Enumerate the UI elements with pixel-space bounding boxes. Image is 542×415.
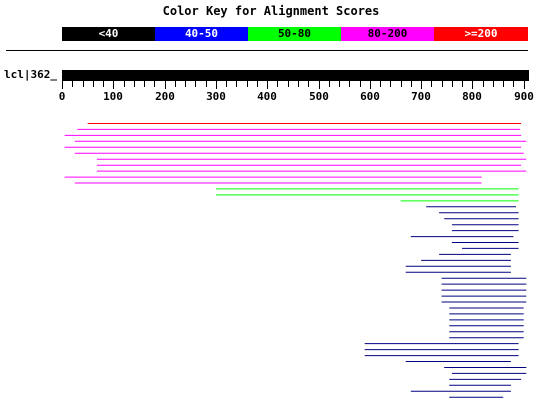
axis-tick — [83, 81, 84, 87]
axis-tick — [185, 81, 186, 87]
axis-tick — [206, 81, 207, 87]
color-key-lt40: <40 — [62, 27, 155, 41]
axis-tick — [349, 81, 350, 87]
axis-tick — [462, 81, 463, 87]
color-key-ge200: >=200 — [434, 27, 528, 41]
color-key-40-50: 40-50 — [155, 27, 248, 41]
color-key-label: 80-200 — [367, 27, 408, 40]
axis-tick — [503, 81, 504, 87]
axis-tick — [483, 81, 484, 87]
axis-tick — [62, 81, 63, 89]
axis-tick — [247, 81, 248, 87]
query-bar[interactable] — [62, 70, 529, 81]
axis-tick — [144, 81, 145, 87]
axis-tick — [93, 81, 94, 87]
separator-line — [6, 50, 528, 51]
axis-tick — [472, 81, 473, 89]
axis-tick — [442, 81, 443, 87]
axis-tick — [134, 81, 135, 87]
axis-tick-label: 100 — [103, 90, 123, 103]
axis-tick-label: 900 — [514, 90, 534, 103]
axis-tick — [370, 81, 371, 89]
axis-tick — [195, 81, 196, 87]
axis-tick — [103, 81, 104, 87]
axis-tick-label: 300 — [206, 90, 226, 103]
axis-tick — [308, 81, 309, 87]
color-key-label: <40 — [98, 27, 119, 40]
axis-tick-label: 600 — [360, 90, 380, 103]
axis-tick — [175, 81, 176, 87]
axis-tick-label: 500 — [309, 90, 329, 103]
axis-tick — [513, 81, 514, 87]
query-label: lcl|362_ — [4, 68, 57, 81]
axis-tick — [165, 81, 166, 89]
axis-tick — [401, 81, 402, 87]
axis-tick — [124, 81, 125, 87]
axis-tick — [431, 81, 432, 87]
color-key-title: Color Key for Alignment Scores — [162, 4, 380, 18]
axis-tick — [216, 81, 217, 89]
axis-tick — [452, 81, 453, 87]
axis-tick — [113, 81, 114, 89]
axis-tick — [421, 81, 422, 89]
axis-tick — [288, 81, 289, 87]
axis-tick — [390, 81, 391, 87]
color-key-80-200: 80-200 — [341, 27, 434, 41]
axis-tick — [277, 81, 278, 87]
axis-tick — [226, 81, 227, 87]
color-key-label: 40-50 — [184, 27, 219, 40]
axis-tick-label: 700 — [411, 90, 431, 103]
color-key-label: >=200 — [464, 27, 498, 40]
axis-tick — [493, 81, 494, 87]
axis-tick-label: 400 — [257, 90, 277, 103]
axis-tick — [72, 81, 73, 87]
axis-tick-label: 0 — [58, 90, 66, 103]
axis-tick — [360, 81, 361, 87]
axis-tick-label: 800 — [462, 90, 482, 103]
color-key-label: 50-80 — [277, 27, 312, 40]
axis-tick — [329, 81, 330, 87]
axis-tick-label: 200 — [155, 90, 175, 103]
axis-tick — [298, 81, 299, 87]
axis-tick — [257, 81, 258, 87]
axis-tick — [267, 81, 268, 89]
color-key-50-80: 50-80 — [248, 27, 341, 41]
axis-tick — [524, 81, 525, 89]
axis-tick — [339, 81, 340, 87]
axis-tick — [319, 81, 320, 89]
axis-tick — [411, 81, 412, 87]
axis-tick — [236, 81, 237, 87]
axis-tick — [380, 81, 381, 87]
axis-tick — [154, 81, 155, 87]
